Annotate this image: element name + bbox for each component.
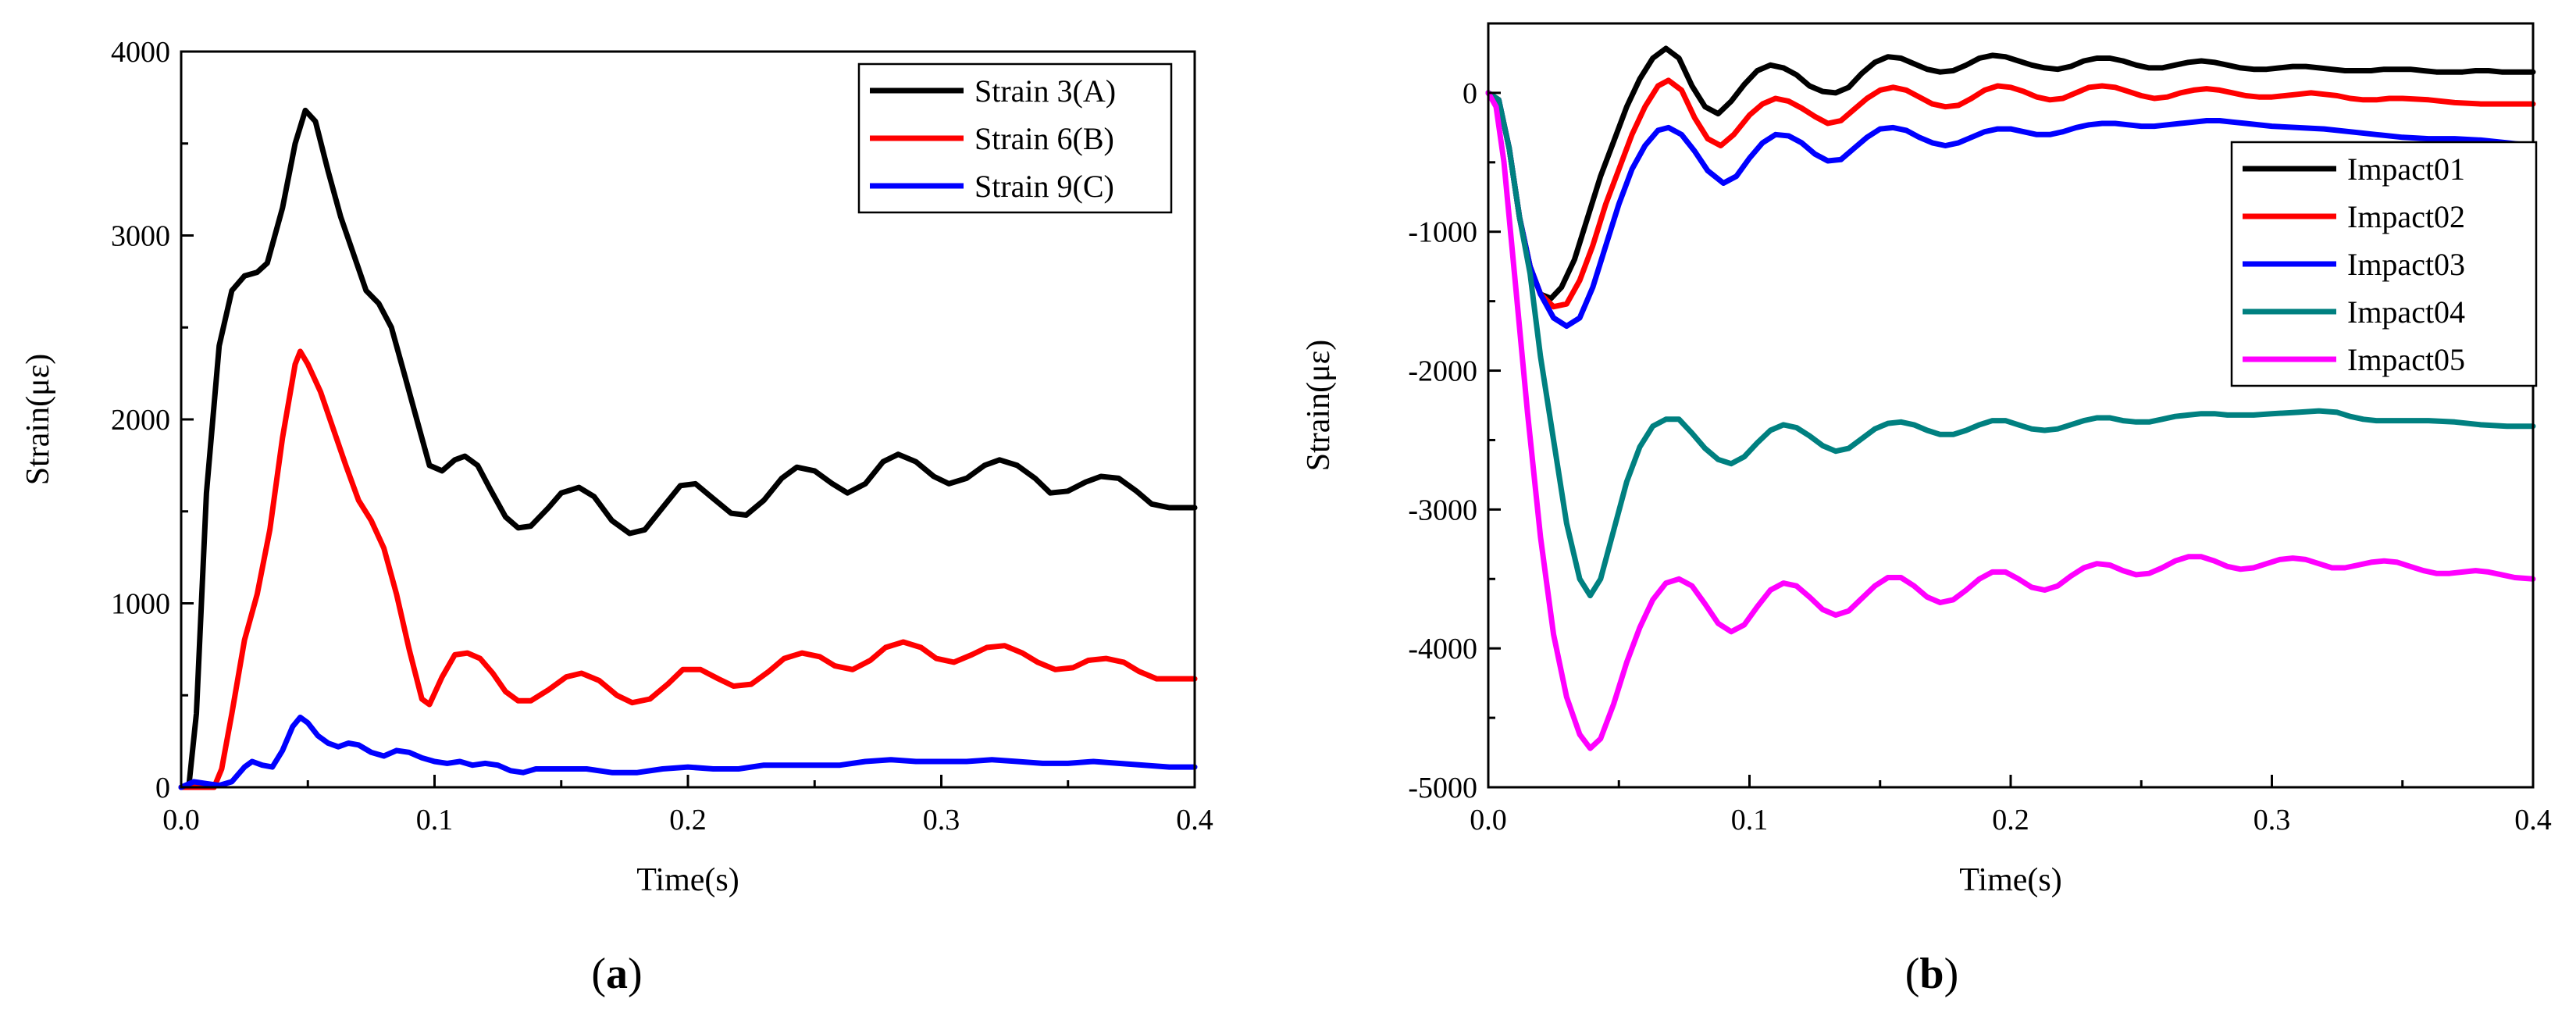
panel-a-y-tick-label: 0 xyxy=(155,772,170,804)
panel-b-series-line-2 xyxy=(1485,77,2536,310)
panel-b-y-tick-label: -2000 xyxy=(1408,355,1477,388)
panel-b-y-axis-label: Strain(με) xyxy=(1301,340,1337,471)
panel-b-x-tick-label: 0.0 xyxy=(1470,804,1507,836)
panel-a-series-line-3 xyxy=(178,715,1198,790)
panel-a-legend-label-3: Strain 9(C) xyxy=(974,169,1114,204)
panel-a-label-letter: a xyxy=(606,950,628,998)
panel-a-label-close: ) xyxy=(628,950,643,998)
panel-b-x-tick-label: 0.4 xyxy=(2514,804,2552,836)
chart-panel-a: 0.0 0.1 0.2 0.3 0.4 0 1000 2000 3000 4000 Time(s)… xyxy=(20,36,1213,998)
panel-b-x-tick-label: 0.1 xyxy=(1731,804,1769,836)
panel-a-legend-label-1: Strain 3(A) xyxy=(974,73,1116,109)
panel-a-label: (a) xyxy=(591,950,642,998)
panel-b-legend-label-3: Impact03 xyxy=(2347,247,2465,282)
panel-a-ticks-layer: 0.0 0.1 0.2 0.3 0.4 0 1000 2000 3000 4000 xyxy=(111,36,1213,836)
panel-a-y-tick-label: 2000 xyxy=(111,404,170,437)
panel-b-series-layer xyxy=(1485,45,2536,751)
panel-b-plot-frame xyxy=(1487,22,2535,789)
panel-b-legend-label-5: Impact05 xyxy=(2347,342,2465,377)
panel-a-y-tick-label: 1000 xyxy=(111,588,170,621)
panel-a-series-line-1 xyxy=(178,107,1198,790)
panel-a-x-tick-label: 0.1 xyxy=(416,804,454,836)
panel-b-label-open: ( xyxy=(1905,950,1920,998)
panel-b-series-line-1 xyxy=(1485,45,2536,301)
panel-a-legend-label-2: Strain 6(B) xyxy=(974,121,1114,156)
panel-b-series-line-3 xyxy=(1485,90,2536,330)
panel-a-y-tick-label: 3000 xyxy=(111,220,170,253)
panel-a-x-tick-label: 0.2 xyxy=(669,804,707,836)
panel-b-series-line-5 xyxy=(1485,90,2536,751)
panel-b-y-tick-label: -5000 xyxy=(1408,772,1477,804)
panel-a-label-open: ( xyxy=(591,950,606,998)
panel-a-x-axis-label: Time(s) xyxy=(636,862,739,898)
panel-a-x-tick-label: 0.4 xyxy=(1176,804,1213,836)
panel-a-legend: Strain 3(A) Strain 6(B) Strain 9(C) xyxy=(857,62,1173,214)
panel-b-label-letter: b xyxy=(1919,950,1944,998)
panel-a-y-tick-label: 4000 xyxy=(111,36,170,69)
panel-a-series-layer xyxy=(178,107,1198,790)
panel-a-y-axis-label: Strain(με) xyxy=(20,354,56,485)
panel-b-legend-label-4: Impact04 xyxy=(2347,294,2465,330)
chart-panel-b: 0.0 0.1 0.2 0.3 0.4 -5000 -4000 -3000 -2000 -1000… xyxy=(1301,22,2552,998)
panel-b-x-axis-label: Time(s) xyxy=(1959,862,2061,898)
panel-b-y-tick-label: -3000 xyxy=(1408,494,1477,526)
panel-b-label: (b) xyxy=(1905,950,1958,998)
panel-b-series-line-4 xyxy=(1485,90,2536,599)
panel-b-x-tick-label: 0.3 xyxy=(2254,804,2291,836)
panel-b-legend-label-1: Impact01 xyxy=(2347,152,2465,187)
panel-b-legend: Impact01 Impact02 Impact03 Impact04 Impact05 xyxy=(2230,141,2538,387)
panel-a-x-tick-label: 0.0 xyxy=(162,804,200,836)
panel-b-label-close: ) xyxy=(1944,950,1959,998)
panel-b-y-tick-label: 0 xyxy=(1463,77,1477,110)
panel-b-x-tick-label: 0.2 xyxy=(1992,804,2029,836)
panel-b-ticks-layer: 0.0 0.1 0.2 0.3 0.4 -5000 -4000 -3000 -2000 -1000… xyxy=(1408,77,2551,836)
panel-a-x-tick-label: 0.3 xyxy=(923,804,960,836)
panel-b-legend-label-2: Impact02 xyxy=(2347,199,2465,234)
panel-a-series-line-2 xyxy=(178,348,1198,790)
panel-b-y-tick-label: -4000 xyxy=(1408,633,1477,665)
panel-a-plot-frame xyxy=(180,50,1196,789)
panel-b-y-tick-label: -1000 xyxy=(1408,216,1477,249)
